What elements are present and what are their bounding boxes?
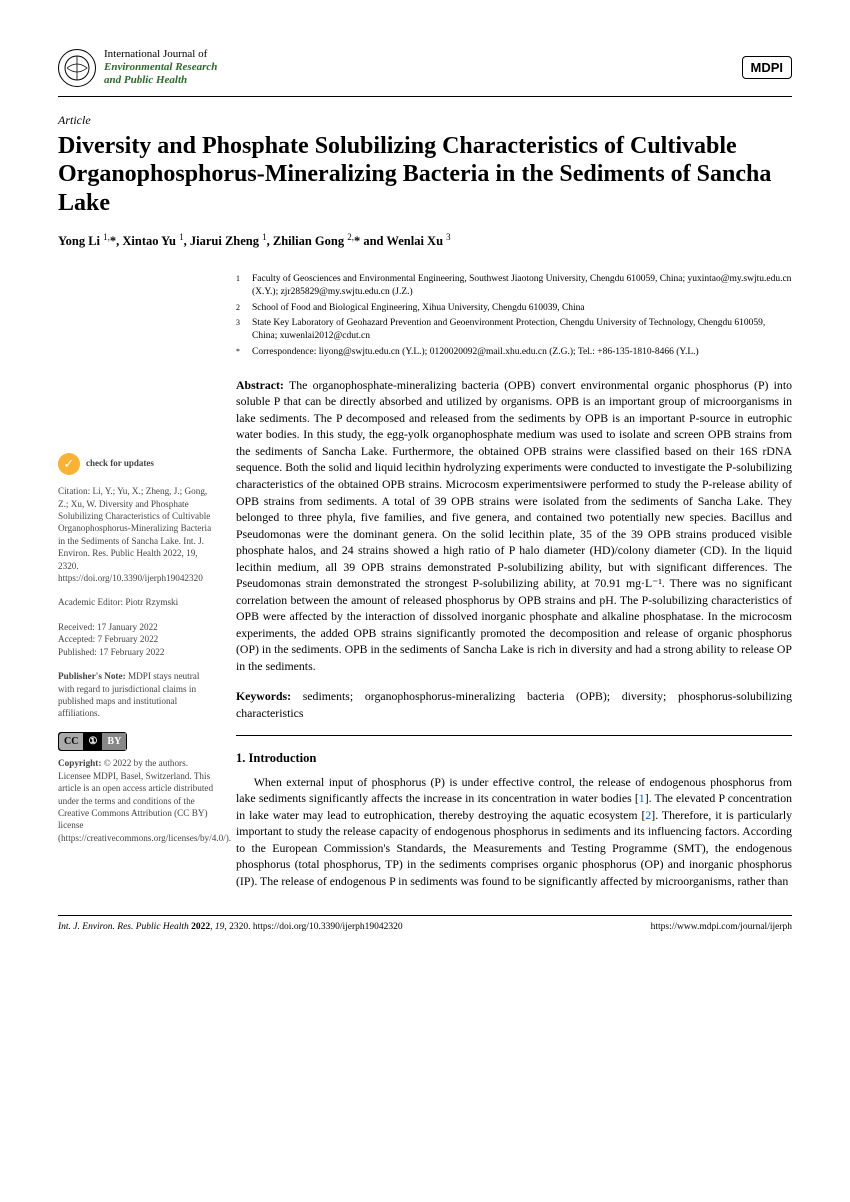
- editor-block: Academic Editor: Piotr Rzymski: [58, 596, 218, 608]
- article-type: Article: [58, 113, 792, 128]
- journal-line3: and Public Health: [104, 74, 217, 87]
- cc-license-badge: CC①BY: [58, 732, 127, 752]
- copyright-block: Copyright: © 2022 by the authors. Licens…: [58, 757, 218, 844]
- affiliation-row: 3State Key Laboratory of Geohazard Preve…: [236, 317, 792, 344]
- check-updates-link[interactable]: ✓ check for updates: [58, 453, 218, 475]
- page-footer: Int. J. Environ. Res. Public Health 2022…: [58, 915, 792, 932]
- journal-logo-icon: [58, 49, 96, 87]
- affiliations: 1Faculty of Geosciences and Environmenta…: [236, 273, 792, 359]
- check-updates-text: check for updates: [86, 458, 154, 468]
- sidebar: ✓ check for updates Citation: Li, Y.; Yu…: [58, 273, 218, 889]
- journal-line1: International Journal of: [104, 48, 217, 61]
- citation-block: Citation: Li, Y.; Yu, X.; Zheng, J.; Gon…: [58, 485, 218, 584]
- section-heading-intro: 1. Introduction: [236, 750, 792, 768]
- affiliation-row: 2School of Food and Biological Engineeri…: [236, 302, 792, 315]
- article-title: Diversity and Phosphate Solubilizing Cha…: [58, 132, 792, 218]
- check-updates-icon: ✓: [58, 453, 80, 475]
- publisher-badge: MDPI: [742, 56, 793, 79]
- publisher-note: Publisher's Note: MDPI stays neutral wit…: [58, 670, 218, 720]
- journal-block: International Journal of Environmental R…: [58, 48, 217, 88]
- dates-block: Received: 17 January 2022 Accepted: 7 Fe…: [58, 621, 218, 658]
- keywords: Keywords: sediments; organophosphorus-mi…: [236, 688, 792, 736]
- journal-line2: Environmental Research: [104, 61, 217, 74]
- author-list: Yong Li 1,*, Xintao Yu 1, Jiarui Zheng 1…: [58, 232, 792, 249]
- affiliation-row: *Correspondence: liyong@swjtu.edu.cn (Y.…: [236, 346, 792, 359]
- page-header: International Journal of Environmental R…: [58, 48, 792, 97]
- main-column: 1Faculty of Geosciences and Environmenta…: [236, 273, 792, 889]
- keywords-text: sediments; organophosphorus-mineralizing…: [236, 689, 792, 720]
- footer-doi[interactable]: https://doi.org/10.3390/ijerph19042320: [253, 922, 403, 932]
- abstract: Abstract: The organophosphate-mineralizi…: [236, 377, 792, 674]
- abstract-text: The organophosphate-mineralizing bacteri…: [236, 378, 792, 673]
- footer-right[interactable]: https://www.mdpi.com/journal/ijerph: [651, 922, 792, 932]
- footer-left: Int. J. Environ. Res. Public Health 2022…: [58, 922, 403, 932]
- affiliation-row: 1Faculty of Geosciences and Environmenta…: [236, 273, 792, 300]
- introduction-text: When external input of phosphorus (P) is…: [236, 774, 792, 890]
